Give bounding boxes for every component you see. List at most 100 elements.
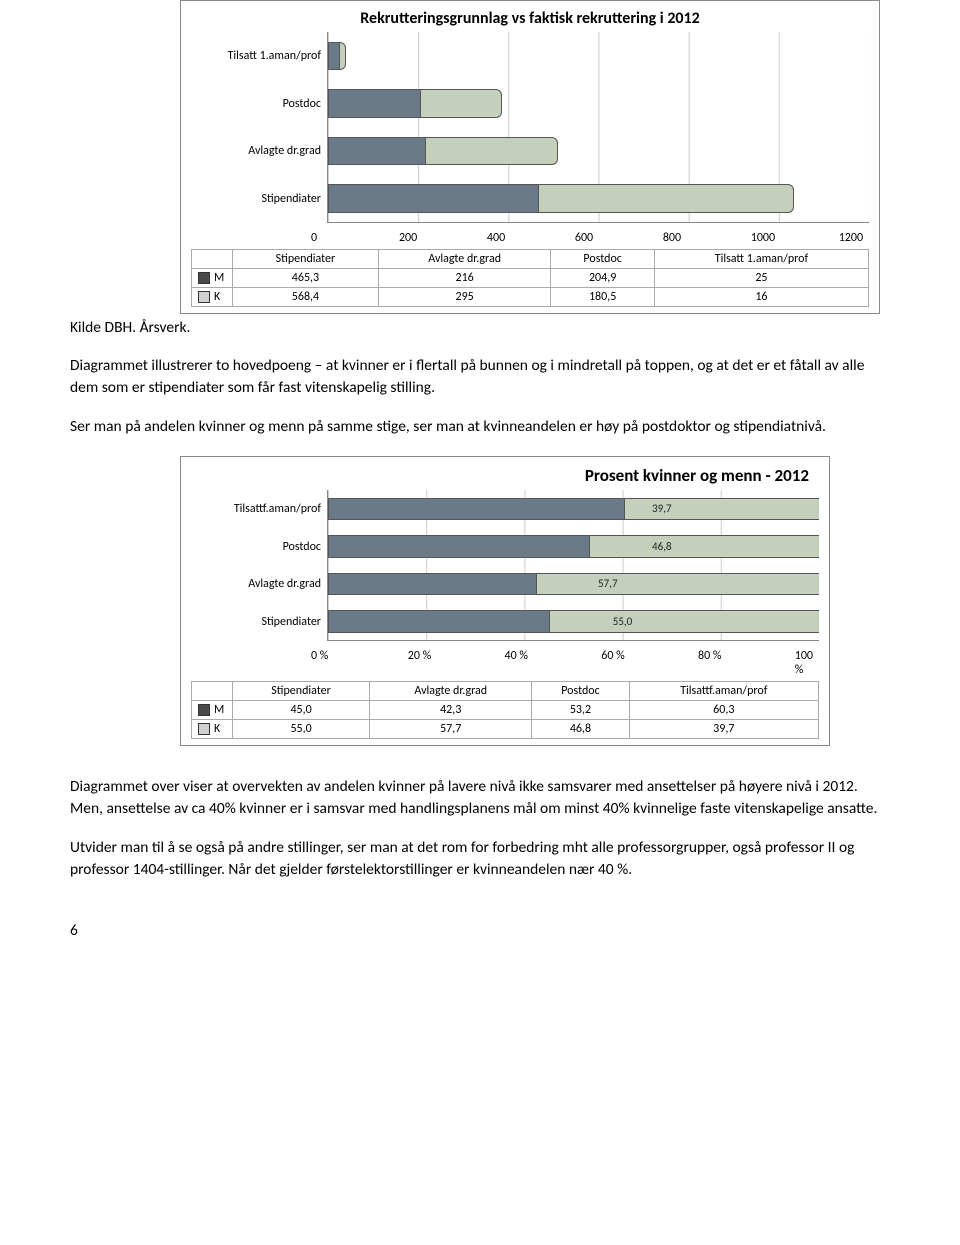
row-m-label2: M	[192, 701, 233, 720]
bar-k-avlagte2	[536, 573, 819, 596]
xtick: 800	[663, 231, 751, 245]
ylabel-postdoc: Postdoc	[191, 97, 321, 111]
cell: 568,4	[233, 288, 379, 307]
xtick: 1200	[839, 231, 863, 245]
cell: 180,5	[551, 288, 654, 307]
chart2-title: Prosent kvinner og menn - 2012	[181, 457, 829, 490]
cell: 25	[654, 269, 868, 288]
xtick: 100 %	[795, 649, 813, 677]
bar-k-postdoc2	[589, 535, 819, 558]
xtick: 40 %	[505, 649, 602, 677]
ylabel-postdoc2: Postdoc	[191, 540, 321, 554]
bar-m-tilsattf	[328, 498, 624, 521]
cell: 57,7	[370, 720, 532, 739]
bar-k-postdoc	[420, 89, 501, 118]
bar-k-tilsatt	[339, 42, 346, 71]
bar-m-stipendiater	[328, 184, 538, 213]
chart1-table: Stipendiater Avlagte dr.grad Postdoc Til…	[191, 249, 869, 307]
cell: 295	[378, 288, 551, 307]
label-k2: K	[214, 722, 220, 736]
chart-prosent-kvinner-menn: Prosent kvinner og menn - 2012 Tilsattf.…	[180, 456, 830, 746]
bar-row-tilsatt	[328, 32, 869, 80]
page-number: 6	[70, 921, 890, 940]
bar-m-avlagte2	[328, 573, 536, 596]
kilde-text: Kilde DBH. Årsverk.	[70, 318, 890, 337]
ylabel-tilsatt: Tilsatt 1.aman/prof	[191, 49, 321, 63]
row-k-label2: K	[192, 720, 233, 739]
xtick: 0 %	[311, 649, 408, 677]
ylabel-avlagte: Avlagte dr.grad	[191, 144, 321, 158]
chart1-xaxis: 0 200 400 600 800 1000 1200	[181, 231, 879, 245]
xtick: 80 %	[698, 649, 795, 677]
th-stipendiater2: Stipendiater	[233, 682, 370, 701]
cell: 60,3	[629, 701, 818, 720]
bar-m-avlagte	[328, 137, 425, 166]
bar-k-avlagte	[425, 137, 558, 166]
barlabel-postdoc: 46,8	[652, 540, 671, 553]
bar-row-avlagte2: 57,7	[328, 565, 819, 603]
th-avlagte2: Avlagte dr.grad	[370, 682, 532, 701]
bar-m-tilsatt	[328, 42, 339, 71]
xtick: 20 %	[408, 649, 505, 677]
paragraph-2: Ser man på andelen kvinner og menn på sa…	[70, 416, 890, 438]
chart1-plot-area	[327, 32, 869, 223]
cell: 204,9	[551, 269, 654, 288]
bar-row-postdoc	[328, 80, 869, 128]
cell: 465,3	[233, 269, 379, 288]
ylabel-tilsattf: Tilsattf.aman/prof	[191, 502, 321, 516]
bar-k-stipendiater2	[549, 610, 819, 633]
bar-m-postdoc	[328, 89, 420, 118]
th-postdoc: Postdoc	[551, 250, 654, 269]
cell: 16	[654, 288, 868, 307]
cell: 45,0	[233, 701, 370, 720]
xtick: 600	[575, 231, 663, 245]
barlabel-stipendiater: 55,0	[613, 615, 632, 628]
th-tilsattf2: Tilsattf.aman/prof	[629, 682, 818, 701]
barlabel-avlagte: 57,7	[598, 577, 617, 590]
th-stipendiater: Stipendiater	[233, 250, 379, 269]
xtick: 200	[399, 231, 487, 245]
bar-row-avlagte	[328, 127, 869, 175]
chart2-ylabels: Tilsattf.aman/prof Postdoc Avlagte dr.gr…	[191, 490, 327, 641]
bar-m-stipendiater2	[328, 610, 549, 633]
ylabel-stipendiater: Stipendiater	[191, 192, 321, 206]
xtick: 1000	[751, 231, 839, 245]
label-k: K	[214, 290, 220, 304]
chart-rekrutteringsgrunnlag: Rekrutteringsgrunnlag vs faktisk rekrutt…	[180, 0, 880, 314]
label-m: M	[214, 271, 224, 285]
th-postdoc2: Postdoc	[532, 682, 629, 701]
bar-m-postdoc2	[328, 535, 589, 558]
bar-row-tilsattf: 39,7	[328, 490, 819, 528]
cell: 53,2	[532, 701, 629, 720]
legend-k-icon	[198, 723, 210, 735]
cell: 39,7	[629, 720, 818, 739]
row-m-label: M	[192, 269, 233, 288]
th-tilsatt: Tilsatt 1.aman/prof	[654, 250, 868, 269]
legend-m-icon	[198, 272, 210, 284]
chart1-title: Rekrutteringsgrunnlag vs faktisk rekrutt…	[181, 1, 879, 32]
bar-row-stipendiater	[328, 175, 869, 223]
legend-k-icon	[198, 291, 210, 303]
ylabel-stipendiater2: Stipendiater	[191, 615, 321, 629]
paragraph-1: Diagrammet illustrerer to hovedpoeng – a…	[70, 355, 890, 398]
ylabel-avlagte2: Avlagte dr.grad	[191, 577, 321, 591]
cell: 42,3	[370, 701, 532, 720]
bar-row-stipendiater2: 55,0	[328, 603, 819, 641]
chart2-plot-area: 39,7 46,8 57,7 55,0	[327, 490, 819, 641]
row-k-label: K	[192, 288, 233, 307]
bar-k-stipendiater	[538, 184, 794, 213]
xtick: 60 %	[601, 649, 698, 677]
paragraph-4: Utvider man til å se også på andre still…	[70, 837, 890, 880]
chart2-table: Stipendiater Avlagte dr.grad Postdoc Til…	[191, 681, 819, 739]
xtick: 400	[487, 231, 575, 245]
cell: 216	[378, 269, 551, 288]
chart2-xaxis: 0 % 20 % 40 % 60 % 80 % 100 %	[181, 649, 829, 677]
label-m2: M	[214, 703, 224, 717]
th-avlagte: Avlagte dr.grad	[378, 250, 551, 269]
chart1-ylabels: Tilsatt 1.aman/prof Postdoc Avlagte dr.g…	[191, 32, 327, 223]
th-blank2	[192, 682, 233, 701]
cell: 46,8	[532, 720, 629, 739]
bar-row-postdoc2: 46,8	[328, 528, 819, 566]
paragraph-3: Diagrammet over viser at overvekten av a…	[70, 776, 890, 819]
xtick: 0	[311, 231, 399, 245]
